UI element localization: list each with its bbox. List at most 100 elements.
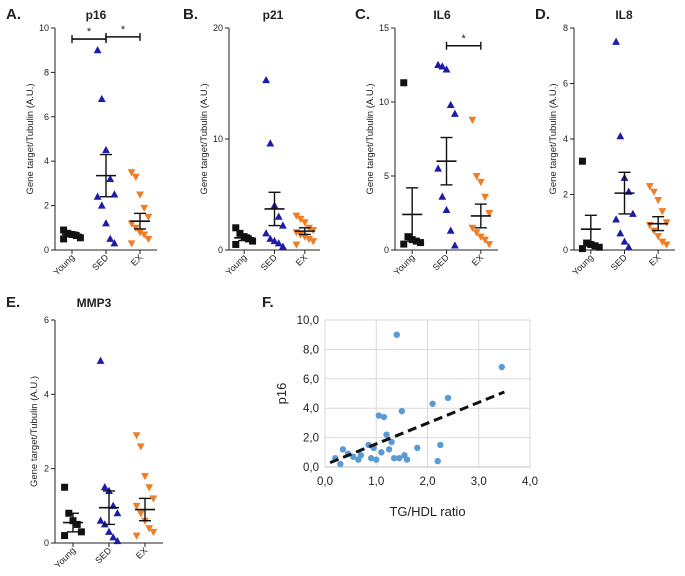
panel-e-point-sed — [109, 533, 118, 541]
panel-e-point-ex — [132, 432, 141, 440]
panel-a-point-sed — [106, 174, 115, 182]
panel-c-point-sed — [434, 164, 442, 172]
panel-d-y-tick-label: 2 — [563, 190, 568, 200]
panel-c-point-ex — [481, 236, 489, 244]
panel-b-point-sed — [266, 139, 275, 147]
panel-f-point — [367, 454, 375, 462]
panel-a-x-tick-label: EX — [129, 252, 145, 268]
panel-a-point-ex — [140, 204, 149, 213]
panel-f-y-tick-label: 10,0 — [297, 315, 319, 327]
panel-a-point-ex — [127, 220, 136, 228]
panel-a-point-young — [60, 235, 68, 243]
panel-a-point-ex — [127, 240, 136, 248]
panel-f-x-tick-label: 1,0 — [368, 476, 384, 488]
panel-d-point-young — [591, 242, 599, 250]
panel-f-point — [378, 449, 385, 456]
panel-b-point-ex — [309, 238, 318, 246]
panel-a: A. p16 — [6, 6, 107, 23]
panel-d-point-sed — [620, 237, 629, 245]
panel-f-x-tick-label: 2,0 — [420, 476, 436, 488]
panel-a-x-tick-label: SED — [90, 252, 111, 273]
panel-e-plot: 0 2 4 6 Gene target/Tubulin (A.U.) Young SED EX — [29, 315, 163, 570]
panel-a-y-tick-label: 8 — [44, 67, 49, 77]
panel-c-sig-star: * — [462, 33, 467, 45]
panel-f-trendline — [329, 390, 505, 464]
panel-b-point-sed — [266, 234, 275, 242]
panel-b-point-young — [244, 235, 252, 243]
panel-c-y-label: Gene target/Tubulin (A.U.) — [365, 83, 376, 194]
panel-e-x-tick-label: Young — [53, 545, 78, 570]
panel-a-point-sed — [93, 192, 102, 200]
panel-a-plot: 0 2 4 6 8 10 Gene target/Tubulin (A.U.) Young SE… — [25, 23, 157, 277]
panel-f-point — [437, 441, 444, 449]
panel-c-point-sed — [446, 226, 455, 234]
panel-b-point-sed — [270, 236, 279, 245]
panel-c-point-young — [404, 233, 412, 241]
panel-c: C. IL6 — [355, 6, 451, 23]
panel-c-y-tick-label: 15 — [379, 23, 389, 33]
panel-e-title: MMP3 — [77, 296, 112, 310]
panel-f-point — [373, 456, 380, 463]
panel-f-y-tick-label: 8,0 — [303, 344, 319, 356]
panel-b-letter: B. — [183, 6, 198, 23]
panel-c-x-tick-label: Young — [392, 252, 417, 277]
panel-d-point-ex — [645, 183, 654, 191]
panel-e-point-sed — [113, 509, 122, 517]
panel-f-y-tick-label: 0,0 — [303, 462, 319, 474]
panel-f-y-tick-label: 6,0 — [303, 374, 319, 386]
panel-d-point-young — [578, 157, 586, 165]
panel-a-point-sed — [97, 201, 106, 209]
panel-f-point — [444, 394, 452, 402]
panel-a-y-tick-label: 10 — [39, 23, 49, 33]
panel-a-point-ex — [136, 191, 144, 199]
panel-c-point-sed — [442, 65, 451, 73]
panel-d-x-tick-label: EX — [647, 252, 663, 268]
panel-c-plot: 0 5 10 15 Gene target/Tubulin (A.U.) Young SED… — [365, 23, 498, 277]
panel-c-y-tick-label: 0 — [384, 245, 389, 255]
panel-c-y-tick-label: 5 — [384, 171, 389, 181]
panel-b-point-ex — [292, 241, 301, 249]
panel-c-point-young — [417, 239, 425, 247]
panel-e-y-tick-label: 2 — [44, 464, 49, 474]
panel-d-title: IL8 — [615, 8, 633, 22]
panel-d-point-sed — [629, 209, 637, 217]
panel-e-y-label: Gene target/Tubulin (A.U.) — [29, 376, 40, 487]
panel-a-x-tick-label: Young — [52, 252, 77, 277]
panel-b-point-sed — [262, 229, 270, 237]
panel-c-point-sed — [451, 109, 459, 117]
panel-e-point-ex — [136, 510, 145, 518]
panel-f-x-tick-label: 3,0 — [471, 476, 487, 488]
panel-f-point — [434, 457, 441, 465]
panel-a-letter: A. — [6, 6, 21, 23]
panel-c-x-tick-label: EX — [470, 252, 486, 268]
panel-d-point-sed — [616, 132, 625, 140]
panel-b-plot: 0 10 20 Gene target/Tubulin (A.U.) Young SED E… — [199, 23, 320, 277]
panel-b-point-ex — [300, 219, 309, 227]
panel-c-letter: C. — [355, 6, 370, 23]
panel-f-point — [429, 400, 436, 407]
panel-f-plot: 0,0 2,0 4,0 6,0 8,0 10,0 0,0 1,0 2,0 3,0 4,0 TG/HDL… — [274, 315, 538, 519]
panel-d-plot: 0 2 4 6 8 Gene target/Tubulin (A.U.) Young SED E… — [548, 23, 675, 277]
panel-e-x-tick-label: EX — [134, 545, 150, 561]
panel-f-letter: F. — [262, 294, 274, 311]
panel-d-point-ex — [658, 238, 667, 246]
panel-d-point-sed — [616, 229, 625, 237]
panel-b-point-young — [249, 237, 257, 245]
panel-a-point-sed — [102, 219, 110, 227]
panel-e-point-ex — [145, 484, 154, 492]
panel-a-point-young — [72, 232, 80, 240]
panel-b-point-sed — [279, 242, 287, 250]
panel-c-point-ex — [468, 116, 477, 124]
panel-c-point-young — [400, 240, 408, 248]
panel-c-point-sed — [438, 192, 447, 200]
panel-c-point-sed — [434, 60, 442, 68]
panel-d-point-ex — [654, 197, 663, 205]
panel-d-point-sed — [612, 215, 620, 223]
panel-f-point — [385, 446, 393, 453]
panel-d-point-sed — [624, 243, 633, 251]
panel-a-point-sed — [102, 145, 110, 154]
panel-d-x-tick-label: Young — [570, 252, 595, 277]
panel-b-point-ex — [296, 215, 305, 224]
panel-e-point-ex — [145, 525, 154, 533]
panel-e-point-sed — [113, 536, 122, 545]
